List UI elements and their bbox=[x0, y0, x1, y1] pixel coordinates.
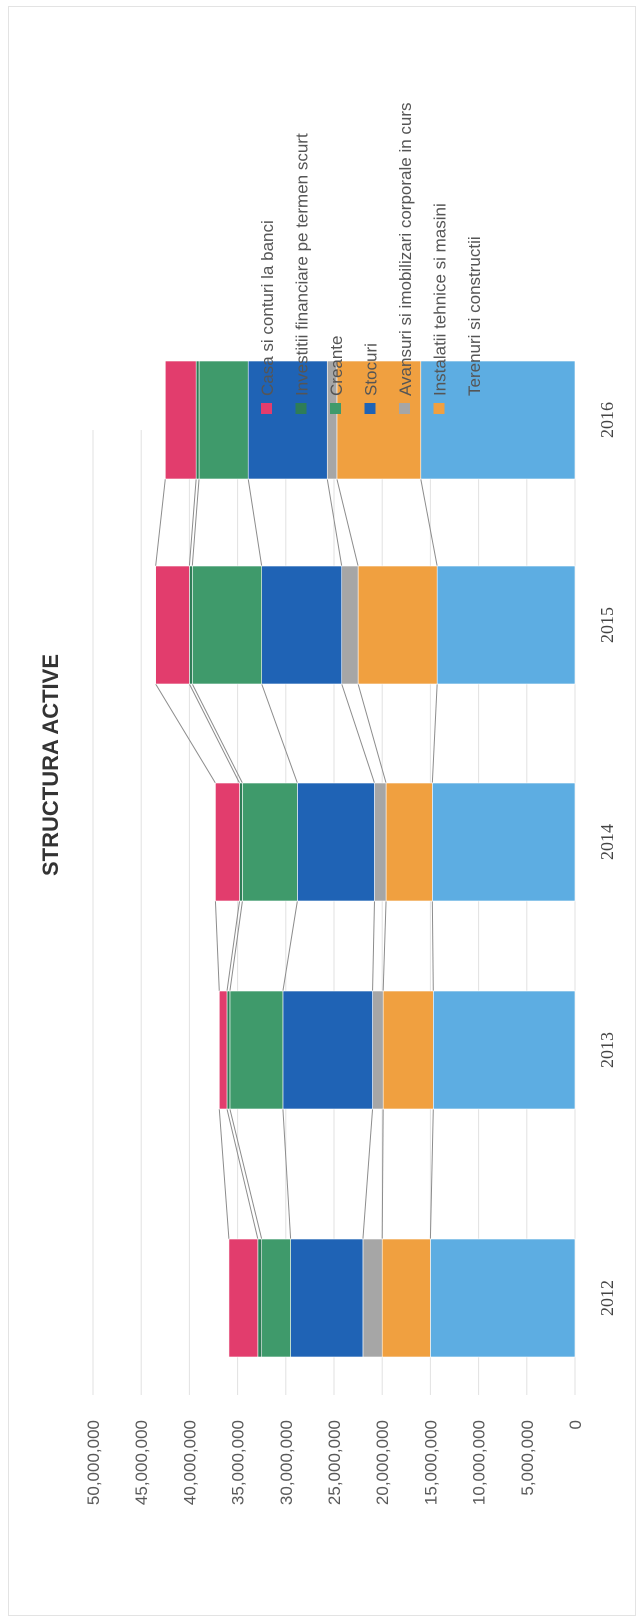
value-axis-tick-labels: 0 5,000,000 10,000,000 15,000,000 20,000,000… bbox=[84, 1420, 585, 1505]
series-connector-line bbox=[382, 900, 387, 992]
bar-segment bbox=[257, 1238, 262, 1358]
legend-label: Casa si conturi la banci bbox=[258, 220, 277, 396]
bar-segment bbox=[195, 360, 200, 480]
category-label: 2016 bbox=[597, 402, 617, 438]
bar-segment bbox=[430, 1238, 576, 1358]
bar-segment bbox=[382, 990, 434, 1110]
bar-segment bbox=[432, 782, 576, 902]
bar-segment bbox=[261, 1238, 291, 1358]
series-connector-line bbox=[261, 683, 298, 784]
bar-segment bbox=[198, 360, 249, 480]
bar-segment bbox=[229, 990, 284, 1110]
value-tick-label: 45,000,000 bbox=[132, 1420, 151, 1505]
legend-swatch bbox=[295, 403, 307, 414]
legend-swatch bbox=[468, 403, 479, 414]
value-tick-label: 5,000,000 bbox=[518, 1420, 537, 1496]
series-connector-line bbox=[155, 478, 166, 567]
legend-swatch bbox=[364, 403, 376, 414]
bar-segment bbox=[242, 782, 298, 902]
bar-segment bbox=[239, 782, 243, 902]
series-connector-lines bbox=[155, 478, 438, 1240]
series-connector-line bbox=[214, 900, 220, 992]
series-connector-line bbox=[229, 900, 243, 992]
series-connector-line bbox=[431, 683, 438, 784]
series-connector-line bbox=[431, 900, 434, 992]
series-connector-line bbox=[326, 478, 343, 567]
series-connector-line bbox=[188, 478, 197, 567]
legend-swatch bbox=[399, 403, 410, 414]
bar-segment bbox=[226, 990, 231, 1110]
bar-segment bbox=[432, 990, 576, 1110]
bar-segment bbox=[372, 990, 384, 1110]
bar-segment bbox=[385, 782, 433, 902]
category-axis-tick-labels: 2012 2013 2014 2015 2016 bbox=[597, 402, 617, 1316]
legend-label: Creante bbox=[327, 336, 346, 396]
bar-segment bbox=[297, 782, 375, 902]
bar-segment bbox=[261, 565, 343, 685]
legend: Casa si conturi la banci Investitii finan… bbox=[258, 102, 484, 414]
bar-segment bbox=[215, 782, 240, 902]
value-tick-label: 50,000,000 bbox=[84, 1420, 103, 1505]
series-connector-line bbox=[191, 478, 200, 567]
bar-segment bbox=[420, 360, 576, 480]
series-connector-line bbox=[341, 683, 375, 784]
series-connector-line bbox=[362, 1108, 374, 1240]
bar-segment bbox=[282, 990, 373, 1110]
bar-segment bbox=[381, 1238, 431, 1358]
series-connector-line bbox=[372, 900, 375, 992]
bar-segment bbox=[189, 565, 193, 685]
series-connector-line bbox=[188, 683, 240, 784]
series-connector-line bbox=[336, 478, 359, 567]
value-tick-label: 10,000,000 bbox=[470, 1420, 489, 1505]
bar-segment bbox=[357, 565, 438, 685]
value-tick-label: 40,000,000 bbox=[180, 1420, 199, 1505]
series-connector-line bbox=[282, 900, 298, 992]
legend-label: Terenuri si constructii bbox=[465, 236, 484, 396]
bars bbox=[155, 360, 576, 1358]
category-label: 2015 bbox=[597, 607, 617, 643]
series-connector-line bbox=[226, 1108, 259, 1240]
bar-segment bbox=[336, 360, 422, 480]
legend-label: Stocuri bbox=[362, 343, 381, 396]
series-connector-line bbox=[218, 1108, 230, 1240]
series-connector-line bbox=[247, 478, 263, 567]
legend-swatch bbox=[261, 403, 272, 414]
bar-segment bbox=[247, 360, 328, 480]
series-connector-line bbox=[226, 900, 241, 992]
series-connector-line bbox=[282, 1108, 292, 1240]
bar-segment bbox=[290, 1238, 364, 1358]
bar-segment bbox=[228, 1238, 259, 1358]
series-connector-line bbox=[155, 683, 216, 784]
value-tick-label: 20,000,000 bbox=[373, 1420, 392, 1505]
series-connector-line bbox=[191, 683, 243, 784]
category-label: 2014 bbox=[597, 824, 617, 860]
chart-title: STRUCTURA ACTIVE bbox=[38, 654, 63, 876]
value-tick-label: 30,000,000 bbox=[277, 1420, 296, 1505]
series-connector-line bbox=[429, 1108, 434, 1240]
legend-label: Instalatii tehnice si masini bbox=[431, 203, 450, 396]
bar-segment bbox=[218, 990, 228, 1110]
bar-segment bbox=[362, 1238, 383, 1358]
bar-segment bbox=[165, 360, 197, 480]
value-tick-label: 25,000,000 bbox=[325, 1420, 344, 1505]
series-connector-line bbox=[420, 478, 438, 567]
value-tick-label: 35,000,000 bbox=[229, 1420, 248, 1505]
bar-segment bbox=[436, 565, 576, 685]
legend-swatch bbox=[330, 403, 341, 414]
legend-label: Avansuri si imobilizari corporale in cur… bbox=[396, 102, 415, 396]
legend-swatch bbox=[433, 403, 445, 414]
bar-segment bbox=[155, 565, 190, 685]
category-label: 2013 bbox=[597, 1032, 617, 1068]
series-connector-line bbox=[357, 683, 387, 784]
value-tick-label: 0 bbox=[566, 1420, 585, 1429]
category-label: 2012 bbox=[597, 1280, 617, 1316]
value-tick-label: 15,000,000 bbox=[421, 1420, 440, 1505]
bar-segment bbox=[341, 565, 359, 685]
bar-segment bbox=[374, 782, 387, 902]
series-connector-line bbox=[229, 1108, 263, 1240]
legend-label: Investitii financiare pe termen scurt bbox=[293, 133, 312, 396]
bar-segment bbox=[191, 565, 263, 685]
series-connector-line bbox=[381, 1108, 384, 1240]
